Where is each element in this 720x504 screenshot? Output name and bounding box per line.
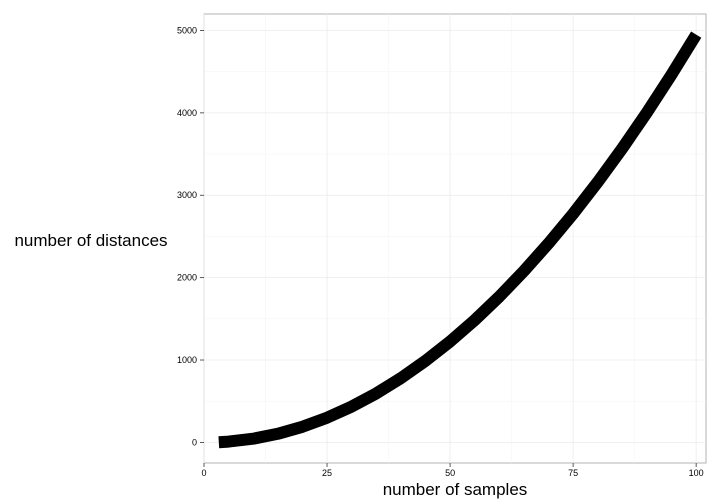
grid-minor	[204, 14, 706, 463]
axis-ticks	[200, 30, 697, 467]
y-tick-label: 1000	[177, 355, 197, 365]
series-layer	[218, 31, 702, 449]
y-tick-label: 5000	[177, 25, 197, 35]
y-tick-label: 3000	[177, 190, 197, 200]
x-tick-label: 0	[201, 468, 206, 478]
x-axis-tick-labels: 0 25 50 75 100	[201, 468, 703, 478]
y-tick-label: 0	[192, 437, 197, 447]
x-tick-label: 50	[445, 468, 455, 478]
series-line	[218, 31, 702, 449]
grid-major	[203, 14, 706, 463]
plot-panel	[203, 13, 707, 464]
x-tick-label: 100	[689, 468, 704, 478]
y-axis-tick-labels: 0 1000 2000 3000 4000 5000	[177, 25, 197, 447]
y-tick-label: 4000	[177, 108, 197, 118]
y-axis-title: number of distances	[14, 231, 167, 250]
x-axis-title: number of samples	[383, 480, 528, 499]
x-tick-label: 25	[322, 468, 332, 478]
x-tick-label: 75	[568, 468, 578, 478]
y-tick-label: 2000	[177, 273, 197, 283]
